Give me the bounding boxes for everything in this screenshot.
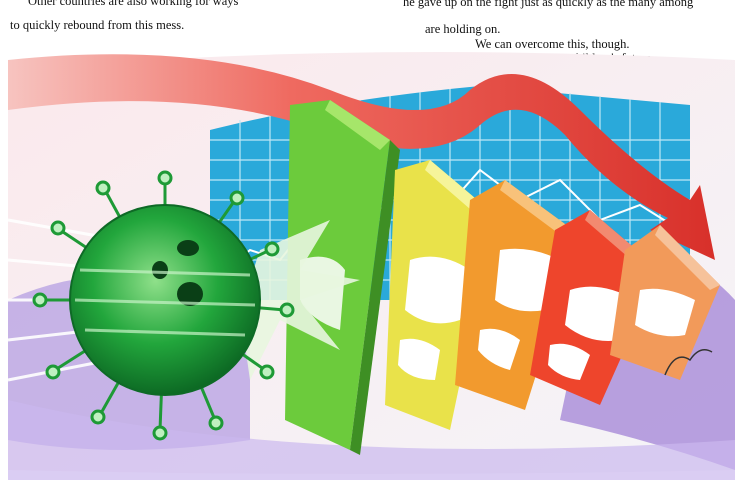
caption-left-line-1: Other countries are also working for way… (28, 0, 239, 8)
domino-bar-5 (610, 225, 720, 380)
red-downward-arrow (8, 54, 715, 261)
caption-right-line-1: he gave up on the fight just as quickly … (403, 0, 694, 9)
caption-right-line-2: are holding on. (425, 22, 501, 36)
caption-left-line-2: to quickly rebound from this mess. (10, 18, 185, 32)
domino-bar-1 (285, 100, 400, 455)
artist-signature (664, 349, 713, 376)
domino-bar-2 (385, 160, 495, 430)
virus (32, 170, 295, 441)
impact-burst (240, 220, 360, 380)
purple-swoosh-bottom (8, 400, 735, 480)
caption-right-line-3: We can overcome this, though. (475, 37, 630, 51)
